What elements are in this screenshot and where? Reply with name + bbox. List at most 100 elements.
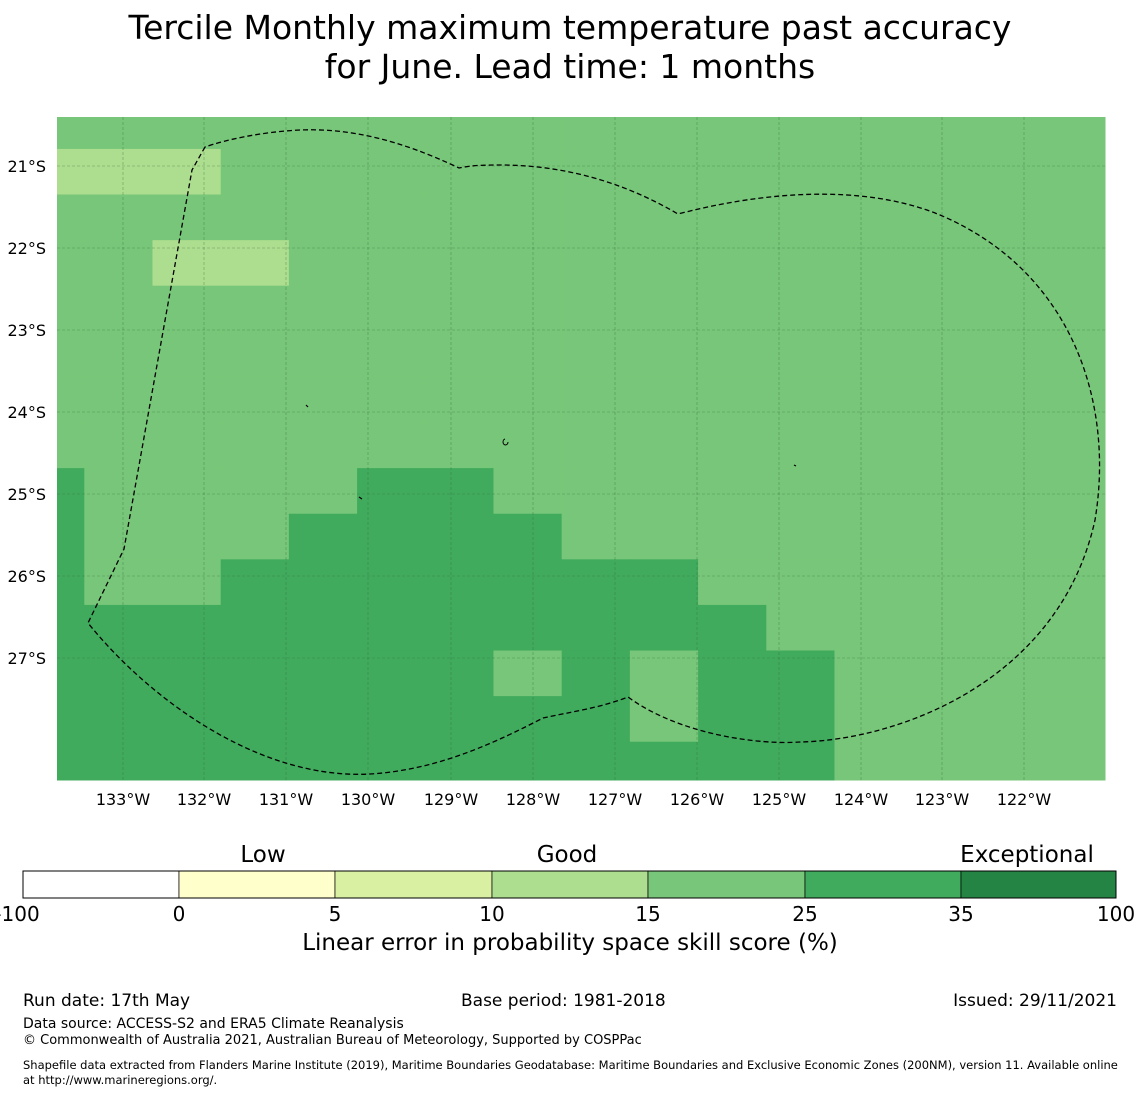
longitude-label: 125°W <box>752 790 807 809</box>
skill-grid-cell <box>970 376 1040 424</box>
latitude-label: 21°S <box>7 157 46 176</box>
skill-grid-cell <box>220 148 290 196</box>
skill-grid-cell <box>57 376 85 424</box>
latitude-label: 26°S <box>7 567 46 586</box>
skill-grid-cell <box>425 468 494 515</box>
skill-grid-cell <box>357 285 426 332</box>
skill-grid-cell <box>1039 696 1106 743</box>
skill-grid-cell <box>834 240 904 287</box>
skill-grid-cell <box>561 696 631 743</box>
skill-grid-cell <box>698 650 767 697</box>
colorbar-tick: 15 <box>635 902 661 926</box>
skill-grid-cell <box>629 285 699 332</box>
latitude-labels: 21°S 22°S 23°S 24°S 25°S 26°S 27°S <box>7 157 46 668</box>
skill-grid-cell <box>970 559 1040 606</box>
longitude-label: 130°W <box>341 790 396 809</box>
skill-grid-cell <box>288 468 358 515</box>
skill-grid-cell <box>425 117 494 150</box>
skill-grid-cell <box>220 559 290 606</box>
skill-grid-cell <box>970 650 1040 697</box>
skill-grid-cell <box>84 240 153 287</box>
skill-grid-cell <box>84 331 153 378</box>
skill-grid-cell <box>902 240 972 287</box>
skill-map: 21°S22°S23°S24°S25°S26°S27°S 133°W 132°W 1… <box>7 117 1117 899</box>
skill-grid-cell <box>425 513 494 560</box>
skill-grid-cell <box>766 285 835 332</box>
skill-grid-cell <box>834 604 904 652</box>
skill-grid-cell <box>1039 117 1106 150</box>
skill-grid-cell <box>357 376 426 424</box>
skill-grid-cell <box>152 468 222 515</box>
skill-grid-cell <box>1039 331 1106 378</box>
skill-grid-cell <box>629 741 699 781</box>
skill-grid-cell <box>1039 468 1106 515</box>
skill-grid-cell <box>220 696 290 743</box>
skill-grid-cell <box>288 650 358 697</box>
skill-grid-cell <box>357 559 426 606</box>
skill-grid-cell <box>152 604 222 652</box>
map-gridlines <box>57 117 1105 780</box>
skill-grid-cell <box>561 513 631 560</box>
skill-grid-cell <box>57 650 85 697</box>
skill-grid-cell <box>834 422 904 469</box>
skill-grid-cell <box>561 240 631 287</box>
skill-grid-cell <box>493 240 563 287</box>
base-period: Base period: 1981-2018 <box>461 991 666 1011</box>
skill-grid-cell <box>425 285 494 332</box>
skill-grid-cell <box>57 117 85 150</box>
skill-grid-cell <box>698 422 767 469</box>
skill-grid-cell <box>629 559 699 606</box>
skill-grid-cell <box>902 513 972 560</box>
skill-grid-cell <box>220 117 290 150</box>
skill-grid-cell <box>425 741 494 781</box>
skill-grid-cell <box>970 468 1040 515</box>
skill-grid-cell <box>1039 559 1106 606</box>
skill-grid-cell <box>766 240 835 287</box>
skill-grid-cell <box>493 117 563 150</box>
skill-grid-cell <box>766 513 835 560</box>
skill-grid-cell <box>1039 604 1106 652</box>
skill-grid-cell <box>902 604 972 652</box>
longitude-label: 126°W <box>670 790 725 809</box>
skill-grid-cell <box>629 117 699 150</box>
longitude-label: 122°W <box>997 790 1052 809</box>
longitude-label: 129°W <box>424 790 479 809</box>
skill-grid-cell <box>902 559 972 606</box>
skill-grid-cell <box>152 331 222 378</box>
colorbar-category-low: Low <box>240 842 286 868</box>
skill-grid-cell <box>220 240 290 287</box>
skill-grid-cell <box>152 513 222 560</box>
skill-grid-cell <box>1039 513 1106 560</box>
skill-grid-cell <box>357 194 426 241</box>
skill-grid-cell <box>766 559 835 606</box>
skill-grid-cell <box>220 650 290 697</box>
skill-grid-cell <box>970 117 1040 150</box>
skill-grid-cell <box>357 422 426 469</box>
skill-grid-cell <box>493 468 563 515</box>
skill-grid-cell <box>57 194 85 241</box>
skill-grid-cell <box>84 148 153 196</box>
skill-grid-cell <box>84 468 153 515</box>
skill-grid-cell <box>834 285 904 332</box>
skill-grid-cell <box>288 148 358 196</box>
skill-grid-cell <box>152 240 222 287</box>
skill-grid-cell <box>561 194 631 241</box>
skill-grid-cell <box>970 696 1040 743</box>
skill-grid-cell <box>698 376 767 424</box>
colorbar-tick: 25 <box>792 902 818 926</box>
skill-grid-cell <box>902 468 972 515</box>
skill-grid-cell <box>902 422 972 469</box>
skill-grid-cell <box>766 741 835 781</box>
chart-title-line1: Tercile Monthly maximum temperature past… <box>128 8 1012 47</box>
skill-grid-cell <box>57 559 85 606</box>
latitude-label: 27°S <box>7 649 46 668</box>
skill-grid-cell <box>698 604 767 652</box>
skill-grid-cell <box>357 240 426 287</box>
colorbar-tick: -100 <box>0 902 40 926</box>
skill-grid-cell <box>152 117 222 150</box>
skill-grid-cell <box>57 331 85 378</box>
skill-grid-cell <box>970 422 1040 469</box>
skill-grid-cell <box>220 376 290 424</box>
skill-grid-cell <box>834 741 904 781</box>
skill-grid-cell <box>493 331 563 378</box>
